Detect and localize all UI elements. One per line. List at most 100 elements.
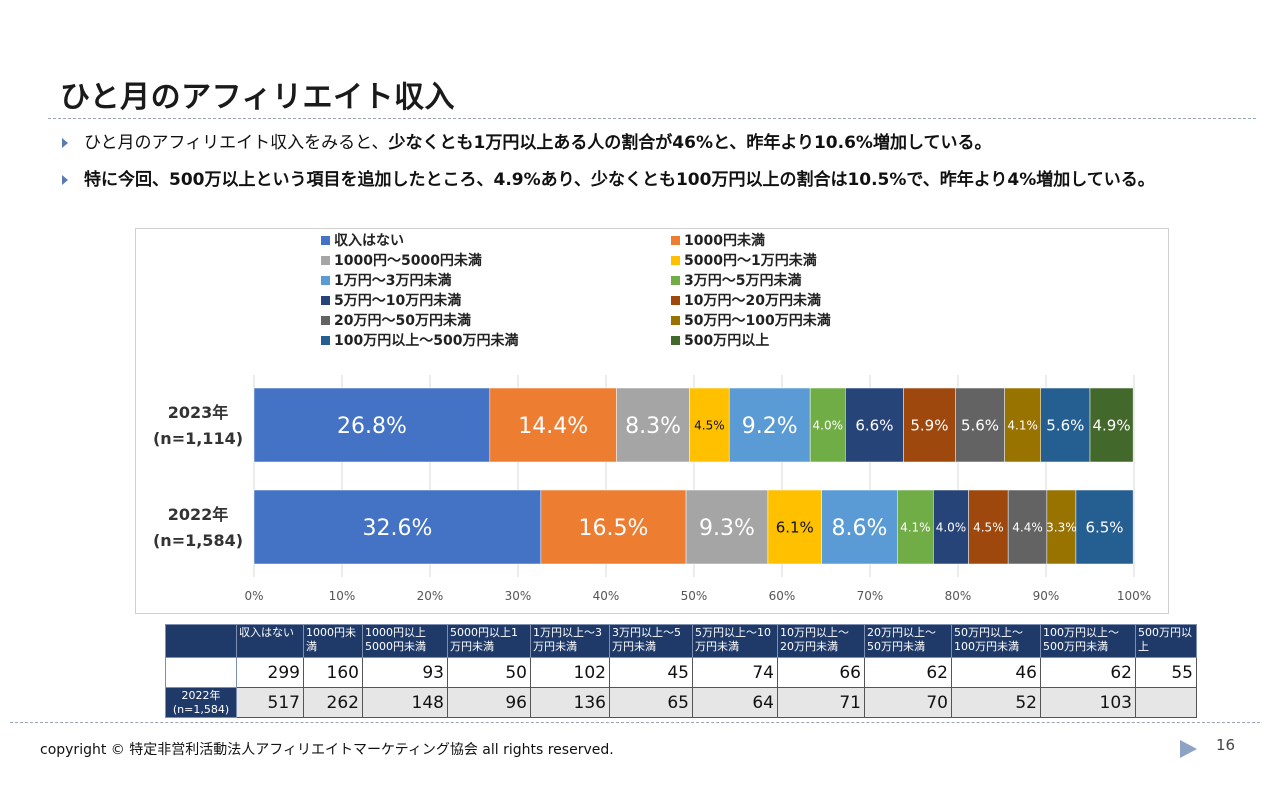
data-label: 5.6%: [961, 416, 999, 434]
legend-swatch: [671, 256, 680, 265]
table-row: 2022年(n=1,584) 517 262 148 96 136 65 64 71 70 52 10…: [165, 687, 1197, 718]
row-label-year: 2022年: [168, 505, 229, 524]
legend-label: 1000円～5000円未満: [334, 252, 482, 269]
data-label: 9.2%: [742, 414, 798, 439]
data-label: 6.6%: [855, 416, 893, 434]
x-tick-label: 10%: [329, 589, 356, 603]
data-label: 6.5%: [1085, 518, 1123, 536]
x-tick-label: 50%: [681, 589, 708, 603]
x-tick-label: 0%: [244, 589, 263, 603]
table-cell: 103: [1040, 687, 1136, 718]
bar-segment: [1040, 387, 1091, 463]
bar-segment: [845, 387, 904, 463]
x-tick-label: 40%: [593, 589, 620, 603]
bullet-2: 特に今回、500万以上という項目を追加したところ、4.9%あり、少なくとも100…: [62, 168, 1232, 192]
table-header-cell: 1000円以上5000円未満: [362, 624, 448, 658]
table-cell: 62: [1040, 657, 1136, 688]
table-cell: 66: [777, 657, 865, 688]
bar-segment: [897, 489, 934, 565]
next-arrow-icon: [1180, 740, 1197, 758]
table-cell: [1135, 687, 1197, 718]
bar-segment: [1004, 387, 1041, 463]
data-label: 5.6%: [1046, 416, 1084, 434]
row-label-n: (n=1,584): [153, 531, 243, 550]
data-label: 4.0%: [936, 520, 967, 534]
legend-label: 10万円～20万円未満: [684, 292, 821, 309]
table-cell: 160: [303, 657, 363, 688]
table-header-cell: 500万円以上: [1135, 624, 1197, 658]
data-label: 4.0%: [813, 418, 844, 432]
table-header-cell: [165, 624, 237, 658]
table-header-cell: 5000円以上1万円未満: [447, 624, 531, 658]
table-header-row: 収入はない 1000円未満 1000円以上5000円未満 5000円以上1万円未満 1万…: [165, 624, 1197, 658]
x-tick-label: 60%: [769, 589, 796, 603]
legend-swatch: [321, 296, 330, 305]
table-header-cell: 50万円以上～100万円未満: [951, 624, 1041, 658]
counts-table: 収入はない 1000円未満 1000円以上5000円未満 5000円以上1万円未満 1万…: [165, 624, 1197, 718]
data-label: 9.3%: [699, 516, 755, 541]
table-body: 2023年(n=1,114) 299 160 93 50 102 45 74 66 62 46 62 5…: [165, 657, 1197, 718]
data-label: 32.6%: [362, 516, 432, 541]
bullet-1: ひと月のアフィリエイト収入をみると、少なくとも1万円以上ある人の割合が46%と、…: [62, 131, 1232, 155]
data-label: 26.8%: [337, 414, 407, 439]
row-label-year: 2023年: [168, 403, 229, 422]
table-header-cell: 5万円以上～10万円未満: [692, 624, 778, 658]
legend-swatch: [671, 276, 680, 285]
table-cell: 55: [1135, 657, 1197, 688]
table-cell: 74: [692, 657, 778, 688]
bar-segment: [489, 387, 617, 463]
title-divider: [48, 118, 1256, 119]
data-label: 8.6%: [831, 516, 887, 541]
x-tick-label: 70%: [857, 589, 884, 603]
bar-segment: [767, 489, 822, 565]
legend-swatch: [671, 336, 680, 345]
table-cell: 136: [530, 687, 610, 718]
bar-segment: [616, 387, 690, 463]
bar-segment: [253, 387, 491, 463]
table-header-cell: 20万円以上～50万円未満: [864, 624, 952, 658]
bar-segment: [1007, 489, 1048, 565]
bar-segment: [809, 387, 846, 463]
x-tick-label: 30%: [505, 589, 532, 603]
copyright-text: copyright © 特定非営利活動法人アフィリエイトマーケティング協会 al…: [40, 742, 614, 758]
x-tick-label: 90%: [1033, 589, 1060, 603]
legend-label: 3万円～5万円未満: [684, 272, 801, 289]
data-label: 4.9%: [1093, 416, 1131, 434]
table-header-cell: 収入はない: [236, 624, 304, 658]
chart-panel: 収入はない 1000円未満 1000円～5000円未満 5000円～1万円未満 1万円～…: [135, 228, 1169, 614]
table-cell: 70: [864, 687, 952, 718]
bar-segment: [685, 489, 769, 565]
legend-swatch: [671, 316, 680, 325]
bar-segment: [540, 489, 687, 565]
bar-segment: [968, 489, 1009, 565]
bar-segment: [933, 489, 969, 565]
table-cell: 50: [447, 657, 531, 688]
bar-segment: [821, 489, 898, 565]
bar-segment: [1046, 489, 1077, 565]
bar-segment: [955, 387, 1005, 463]
data-label: 4.1%: [900, 520, 931, 534]
table-cell: 45: [609, 657, 693, 688]
legend-label: 1万円～3万円未満: [334, 272, 451, 289]
data-label: 4.1%: [1007, 418, 1037, 432]
table-cell: 71: [777, 687, 865, 718]
table-cell: 65: [609, 687, 693, 718]
data-label: 4.5%: [694, 418, 725, 432]
legend-swatch: [321, 256, 330, 265]
row-label-n: (n=1,114): [153, 429, 243, 448]
bullet-1-plain: ひと月のアフィリエイト収入をみると、: [84, 133, 389, 153]
data-label: 16.5%: [579, 516, 649, 541]
table-row: 2023年(n=1,114) 299 160 93 50 102 45 74 66 62 46 62 5…: [165, 657, 1197, 688]
bullet-arrow-icon: [62, 138, 68, 148]
table-cell: 46: [951, 657, 1041, 688]
legend-label: 20万円～50万円未満: [334, 312, 471, 329]
bar-segment: [253, 489, 542, 565]
legend-label: 5万円～10万円未満: [334, 292, 461, 309]
bullet-2-text: 特に今回、500万以上という項目を追加したところ、4.9%あり、少なくとも100…: [84, 170, 1155, 190]
legend-label: 50万円～100万円未満: [684, 312, 831, 329]
table-row-head: 2023年(n=1,114): [165, 657, 237, 688]
legend-swatch: [321, 336, 330, 345]
bar-segment: [1089, 387, 1134, 463]
legend-label: 収入はない: [334, 232, 404, 249]
table-cell: 102: [530, 657, 610, 688]
